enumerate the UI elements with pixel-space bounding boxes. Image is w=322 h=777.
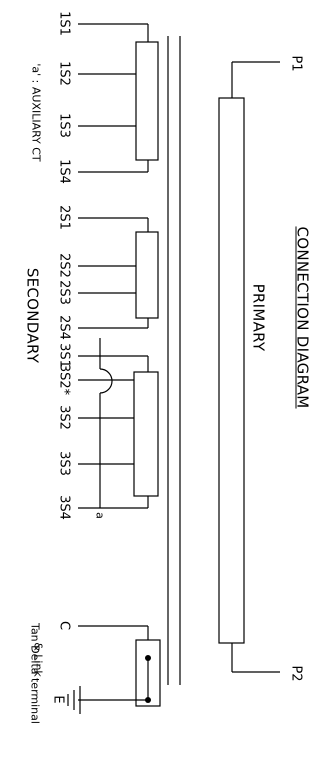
terminal-label-p2: P2 xyxy=(288,665,304,682)
terminal-label-3s2: 3S2 xyxy=(56,405,72,430)
link-terminal-top xyxy=(145,655,151,661)
link-terminal-bottom xyxy=(145,697,151,703)
aux-tap-label: a xyxy=(93,512,107,519)
terminal-label-3s2star: 3S2* xyxy=(56,363,72,396)
diagram-title: CONNECTION DIAGRAM xyxy=(293,226,312,409)
terminal-label-3s3: 3S3 xyxy=(56,451,72,476)
terminal-label-1s1: 1S1 xyxy=(56,11,72,36)
terminal-label-p1: P1 xyxy=(288,55,304,72)
secondary-winding-1 xyxy=(135,41,159,161)
terminal-label-1s4: 1S4 xyxy=(56,159,72,184)
primary-winding xyxy=(218,97,245,644)
primary-heading: PRIMARY xyxy=(249,283,268,352)
auxiliary-ct-note: 'a' : AUXILIARY CT xyxy=(29,63,43,162)
tan-delta-link-label: & Link xyxy=(31,642,45,677)
secondary-winding-2 xyxy=(135,231,159,319)
secondary-heading: SECONDARY xyxy=(23,267,42,364)
terminal-label-1s3: 1S3 xyxy=(56,113,72,138)
terminal-label-3s4: 3S4 xyxy=(56,495,72,520)
tan-delta-link xyxy=(135,639,161,707)
terminal-label-2s3: 2S3 xyxy=(56,280,72,305)
terminal-label-e: E xyxy=(50,695,66,704)
aux-crossover-arc xyxy=(99,368,113,394)
terminal-label-2s1: 2S1 xyxy=(56,205,72,230)
terminal-label-1s2: 1S2 xyxy=(56,61,72,86)
secondary-winding-3 xyxy=(133,371,159,497)
terminal-label-c: C xyxy=(56,620,72,631)
